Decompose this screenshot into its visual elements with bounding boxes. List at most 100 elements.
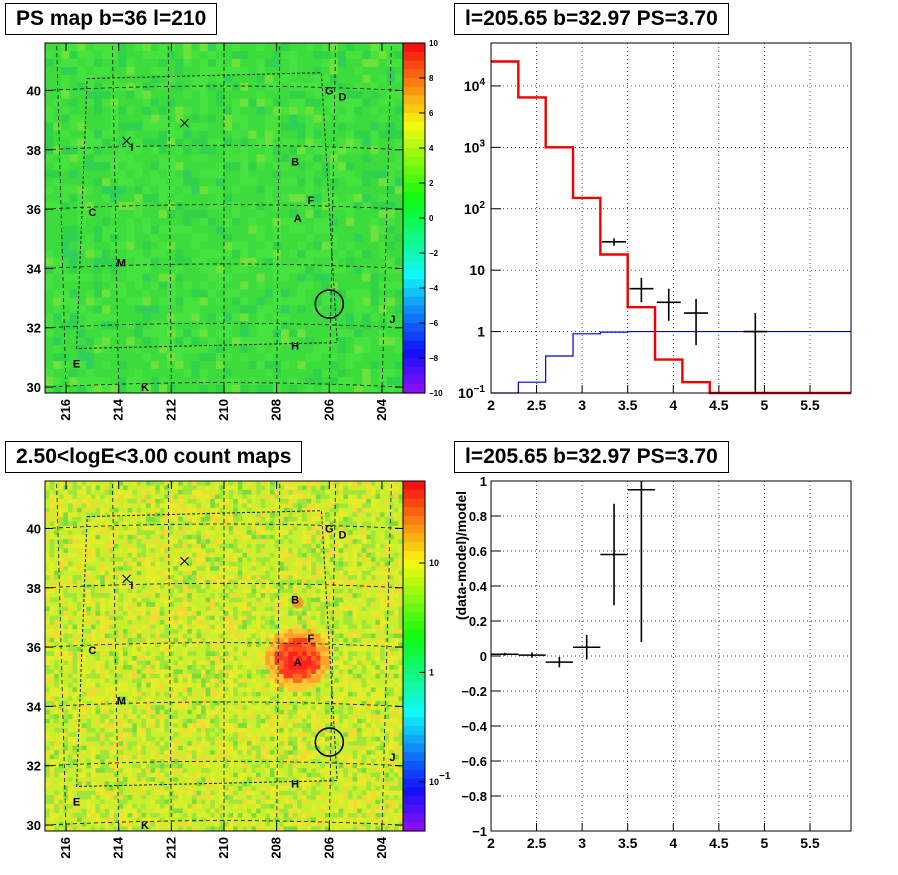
count-map-pixel	[100, 597, 106, 603]
count-map-pixel	[159, 633, 165, 639]
ps-map-pixel	[281, 66, 290, 76]
count-map-pixel	[109, 579, 115, 585]
count-map-pixel	[109, 525, 115, 531]
count-map-pixel	[86, 498, 92, 504]
count-map-pixel	[113, 485, 119, 491]
count-map-pixel	[302, 521, 308, 527]
count-map-pixel	[352, 521, 358, 527]
count-map-pixel	[256, 548, 262, 554]
ps-map-pixel	[378, 154, 388, 163]
count-map-pixel	[63, 494, 69, 500]
count-map-pixel	[136, 570, 142, 576]
ps-map-pixel	[158, 353, 168, 362]
count-map-pixel	[45, 485, 51, 491]
ps-map-pixel	[110, 218, 119, 227]
ps-map-pixel	[150, 90, 160, 100]
ps-map-pixel	[53, 66, 62, 76]
count-map-pixel	[320, 516, 326, 522]
count-map-pixel	[86, 557, 92, 563]
count-map-pixel	[398, 552, 403, 558]
ps-map-pixel	[337, 130, 347, 140]
count-map-pixel	[146, 620, 152, 626]
ps-map-pixel	[378, 257, 388, 267]
count-map-pixel	[173, 552, 179, 558]
count-map-pixel	[224, 579, 230, 585]
count-map-pixel	[297, 593, 303, 599]
count-map-pixel	[306, 516, 312, 522]
count-map-pixel	[205, 481, 211, 487]
count-map-pixel	[173, 638, 179, 644]
count-map-pixel	[237, 638, 243, 644]
count-map-pixel	[320, 575, 326, 581]
count-map-pixel	[325, 494, 331, 500]
ps-map-pixel	[256, 58, 266, 68]
count-map-pixel	[45, 557, 51, 563]
ps-map-pixel	[224, 51, 233, 60]
ps-map-pixel	[53, 265, 62, 275]
count-map-pixel	[196, 624, 202, 630]
ps-map-pixel	[337, 98, 347, 108]
ps-map-pixel	[329, 385, 339, 393]
ps-map-pixel	[85, 106, 95, 116]
ps-map-pixel	[215, 194, 225, 203]
count-map-pixel	[81, 561, 87, 567]
count-map-pixel	[196, 602, 202, 608]
ps-map-pixel	[264, 90, 274, 100]
count-map-pixel	[297, 490, 303, 496]
count-map-pixel	[219, 588, 225, 594]
ps-map-pixel	[272, 313, 282, 323]
ps-map-pixel	[232, 210, 241, 219]
count-map-pixel	[251, 512, 257, 518]
count-map-pixel	[260, 570, 266, 576]
count-map-pixel	[81, 490, 87, 496]
count-map-pixel	[173, 629, 179, 635]
count-map-pixel	[279, 485, 285, 491]
count-map-pixel	[191, 534, 198, 540]
count-map-pixel	[67, 624, 74, 630]
count-map-pixel	[320, 507, 326, 513]
count-map-pixel	[136, 490, 142, 496]
ps-map-pixel	[248, 202, 258, 211]
ps-map-pixel	[362, 122, 371, 132]
count-map-pixel	[283, 557, 289, 563]
ps-map-pixel	[337, 226, 347, 235]
ps-map-pixel	[199, 345, 209, 354]
count-map-pixel	[72, 548, 78, 554]
ps-map-pixel	[93, 170, 103, 179]
count-map-pixel	[132, 638, 138, 644]
ps-map-pixel	[61, 170, 70, 179]
count-map-pixel	[95, 570, 101, 576]
count-map-pixel	[159, 561, 165, 567]
count-map-pixel	[398, 485, 403, 491]
count-map-pixel	[90, 481, 97, 487]
count-map-pixel	[168, 588, 175, 594]
count-map-pixel	[58, 498, 64, 504]
ps-map-colorbar-cell	[403, 78, 425, 88]
ps-map-source-label: A	[294, 213, 302, 225]
ps-map-pixel	[305, 369, 315, 378]
count-map-pixel	[380, 561, 386, 567]
count-map-pixel	[196, 597, 202, 603]
ps-map-pixel	[321, 281, 331, 291]
count-map-pixel	[251, 494, 257, 500]
count-map-pixel	[375, 575, 381, 581]
count-map-pixel	[237, 503, 243, 509]
count-map-pixel	[168, 552, 175, 558]
count-map-pixel	[90, 530, 97, 536]
ps-map-pixel	[191, 226, 201, 235]
count-map-pixel	[164, 597, 170, 603]
count-map-pixel	[398, 633, 403, 639]
count-map-pixel	[210, 633, 216, 639]
ps-map-pixel	[264, 74, 274, 84]
ps-map-pixel	[215, 226, 225, 235]
ps-map-pixel	[150, 265, 160, 275]
count-map-pixel	[370, 498, 377, 504]
ps-map-pixel	[77, 345, 87, 354]
ps-map-pixel	[240, 361, 249, 370]
ps-map-pixel	[77, 106, 87, 116]
ps-map-pixel	[264, 154, 274, 163]
count-map-pixel	[329, 579, 335, 585]
count-map-pixel	[288, 498, 294, 504]
ps-map-pixel	[102, 138, 111, 148]
ps-map-pixel	[370, 297, 380, 307]
